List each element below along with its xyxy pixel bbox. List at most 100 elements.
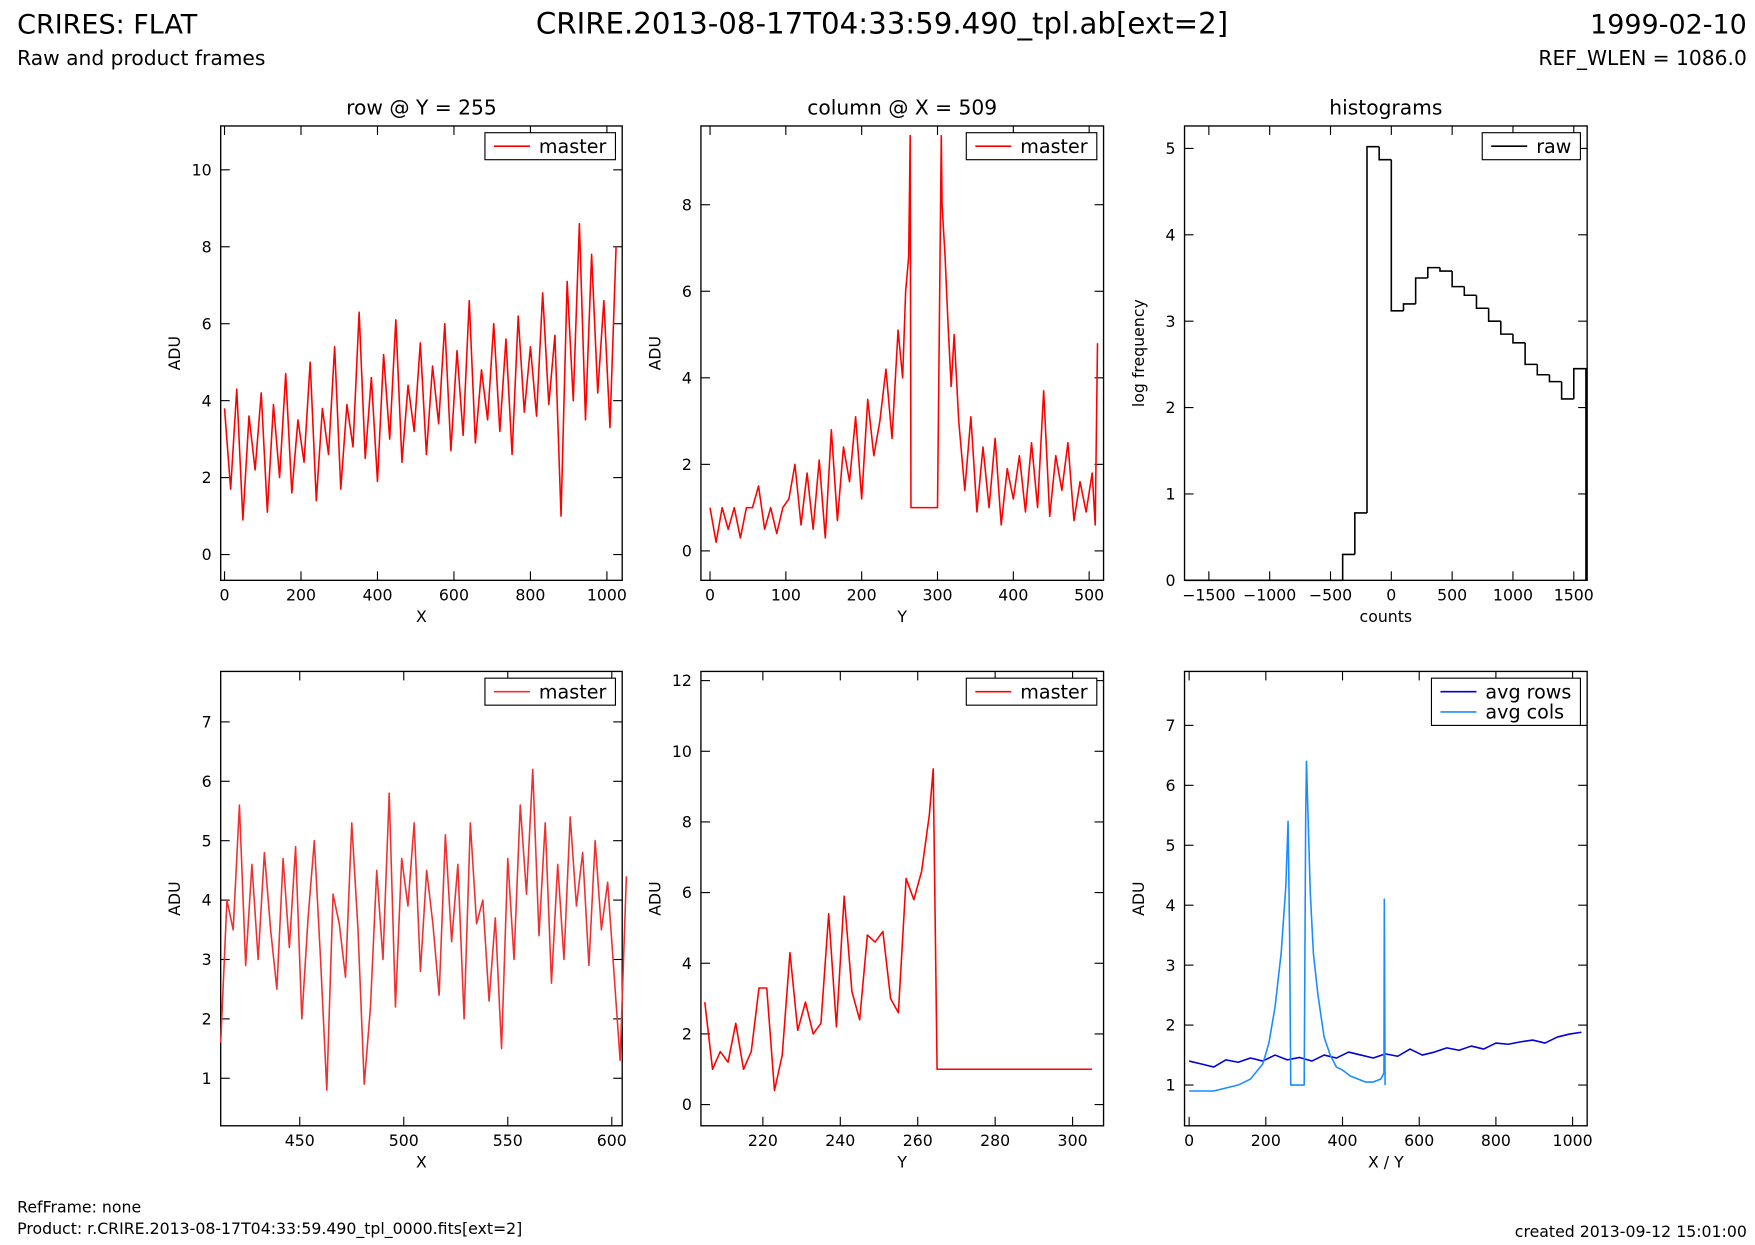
instrument: CRIRES: FLAT [17,10,198,41]
x-tick-label: 300 [922,586,952,605]
y-tick-label: 4 [682,954,692,973]
plot-frame [1183,125,1588,581]
y-tick-label: 6 [202,314,212,333]
y-tick-label: 2 [202,1010,212,1029]
y-tick-label: 8 [682,195,692,214]
x-tick-label: 500 [389,1131,419,1150]
data-line [219,768,628,1091]
y-tick-label: 3 [202,950,212,969]
x-tick-label: 400 [998,586,1028,605]
y-tick-label: 6 [682,883,692,902]
data-line [223,222,617,521]
x-tick-label: 600 [439,586,469,605]
plot-frame [220,125,623,581]
x-tick-label: 300 [1058,1131,1088,1150]
x-tick-label: 0 [1386,586,1396,605]
y-tick-label: 10 [192,160,212,179]
x-axis-label: Y [896,607,907,626]
y-axis-label: ADU [645,881,664,915]
y-tick-label: 0 [682,542,692,561]
y-tick-label: 4 [1166,225,1176,244]
x-axis-label: X [416,1152,427,1171]
x-tick-label: 100 [771,586,801,605]
histogram-bin [1536,364,1550,376]
x-tick-label: 1000 [1553,1131,1593,1150]
x-tick-label: 0 [220,586,230,605]
x-axis-label: Y [896,1152,907,1171]
product: Product: r.CRIRE.2013-08-17T04:33:59.490… [17,1219,522,1239]
histogram-bin [1475,295,1489,310]
histogram-bin [1500,321,1513,335]
histogram-bin [1560,381,1574,400]
y-tick-label: 10 [672,742,692,761]
x-tick-label: 800 [1481,1131,1511,1150]
subtitle: Raw and product frames [17,46,265,70]
x-tick-label: 400 [362,586,392,605]
y-tick-label: 2 [202,468,212,487]
y-tick-label: 4 [1166,896,1176,915]
x-axis-label: counts [1360,607,1413,626]
plot-frame [1183,670,1588,1127]
y-tick-label: 2 [1166,398,1176,417]
y-tick-label: 5 [1166,836,1176,855]
x-tick-label: 1500 [1554,586,1594,605]
x-tick-label: 550 [493,1131,523,1150]
y-tick-label: 1 [202,1069,212,1088]
y-tick-label: 4 [202,891,212,910]
histogram-bin [1414,277,1428,304]
y-tick-label: 5 [202,831,212,850]
x-tick-label: 500 [1074,586,1104,605]
plot-title: column @ X = 509 [807,96,997,120]
histogram-bin [1378,146,1392,161]
histogram-bin [1402,303,1416,311]
x-tick-label: 0 [1184,1131,1194,1150]
x-axis-label: X / Y [1368,1152,1404,1171]
legend-frame [484,677,617,706]
legend-label: raw [1536,135,1571,158]
histogram-bin [1439,267,1453,272]
histogram-bin [1366,145,1380,513]
x-tick-label: −500 [1309,586,1352,605]
histogram-bin [1390,159,1404,312]
y-tick-label: 1 [1166,1076,1176,1095]
x-tick-label: 600 [1404,1131,1434,1150]
y-tick-label: 6 [202,772,212,791]
x-tick-label: 500 [1437,586,1467,605]
ref-wlen: REF_WLEN = 1086.0 [1538,46,1746,70]
date: 1999-02-10 [1590,10,1747,41]
legend-label: master [1020,680,1088,703]
x-tick-label: 400 [1327,1131,1357,1150]
histogram-bin [1572,367,1587,581]
y-tick-label: 0 [202,545,212,564]
x-tick-label: 1000 [1493,586,1533,605]
plot-frame [700,670,1105,1127]
histogram-bin [1463,286,1477,297]
y-tick-label: 7 [202,713,212,732]
histogram-bin [1354,512,1367,555]
data-line [1189,760,1386,1092]
plot-title: histograms [1329,96,1442,120]
x-tick-label: 600 [597,1131,627,1150]
x-tick-label: −1000 [1243,586,1296,605]
histogram-bin [1512,334,1526,344]
y-tick-label: 2 [682,1025,692,1044]
y-tick-label: 7 [1166,716,1176,735]
data-line [704,768,1092,1092]
y-tick-label: 3 [1166,312,1176,331]
y-axis-label: ADU [645,336,664,370]
x-tick-label: 800 [515,586,545,605]
histogram-bin [1548,374,1562,383]
legend-label: master [539,135,607,158]
y-tick-label: 8 [202,237,212,256]
legend-label: avg rows [1485,680,1571,703]
x-tick-label: −1500 [1182,586,1235,605]
y-tick-label: 5 [1166,139,1176,158]
y-axis-label: ADU [1129,881,1148,915]
legend-label: master [1020,135,1088,158]
y-tick-label: 6 [682,282,692,301]
y-tick-label: 2 [682,455,692,474]
y-tick-label: 3 [1166,956,1176,975]
x-tick-label: 200 [1251,1131,1281,1150]
